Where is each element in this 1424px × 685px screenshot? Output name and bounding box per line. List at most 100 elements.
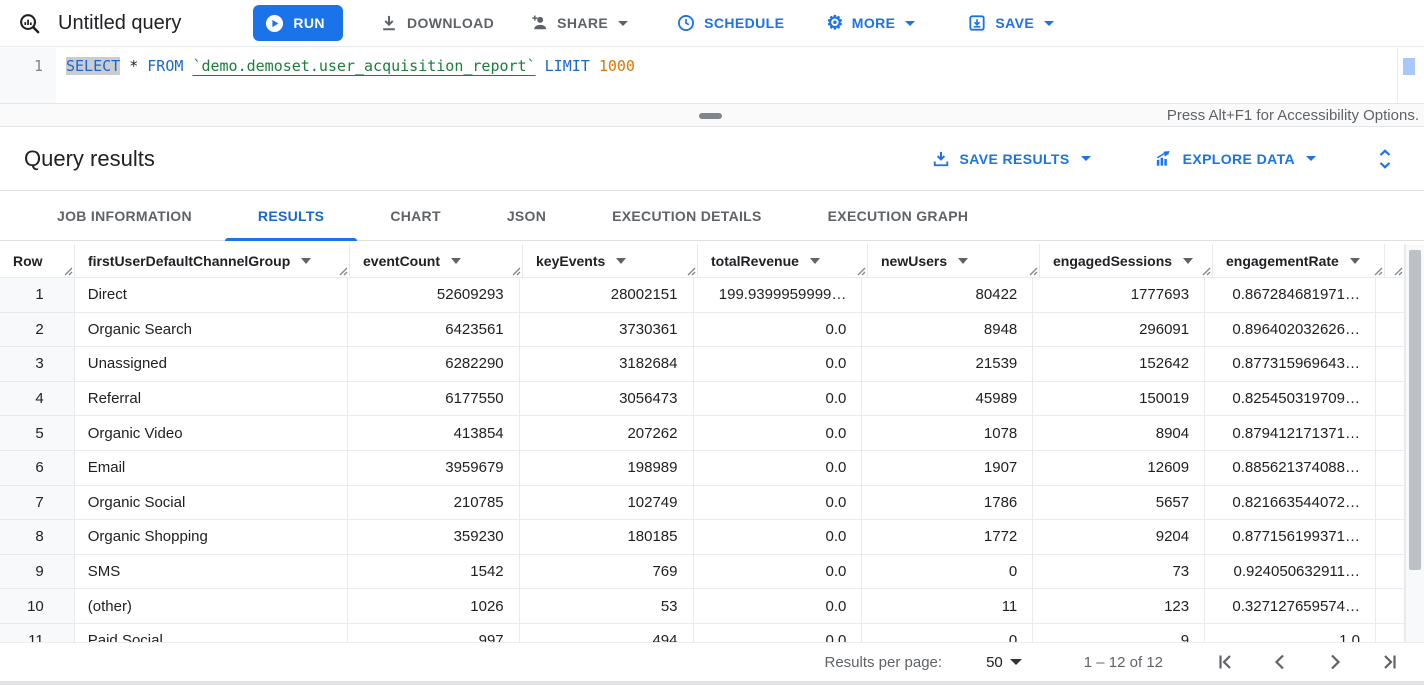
download-button[interactable]: DOWNLOAD: [379, 13, 494, 33]
table-row: 7 Organic Social 210785 102749 0.0 1786 5657 0.…: [0, 485, 1405, 521]
save-button[interactable]: SAVE: [967, 13, 1055, 33]
table-scrollbar[interactable]: [1405, 244, 1424, 642]
cell-firstuserdefaultchannelgroup: Organic Search: [74, 312, 348, 348]
cell-engagementrate: 0.327127659574…: [1205, 589, 1376, 624]
table-row: 9 SMS 1542 769 0.0 0 73 0.924050632911…: [0, 554, 1405, 590]
tab-job-information[interactable]: JOB INFORMATION: [57, 207, 192, 224]
cell-eventcount: 6423561: [347, 312, 520, 348]
column-label: engagementRate: [1226, 252, 1339, 269]
explore-data-button[interactable]: EXPLORE DATA: [1153, 149, 1316, 169]
save-results-download-icon: [931, 149, 951, 169]
tab-json[interactable]: JSON: [506, 207, 547, 224]
panel-resize-handle[interactable]: [699, 113, 722, 119]
cell-eventcount: 6282290: [347, 347, 520, 382]
column-resize-grip[interactable]: [1029, 267, 1038, 276]
cell-engagedsessions: 150019: [1033, 381, 1206, 417]
column-menu-caret-icon[interactable]: [958, 257, 969, 264]
last-page-button[interactable]: [1378, 650, 1402, 674]
cell-engagementrate: 0.879412171371…: [1205, 416, 1376, 451]
column-menu-caret-icon[interactable]: [451, 257, 461, 264]
sql-code-line[interactable]: SELECT * FROM `demo.demoset.user_acquisi…: [66, 57, 635, 75]
previous-page-button[interactable]: [1268, 650, 1292, 674]
cell-firstuserdefaultchannelgroup: Direct: [74, 278, 348, 313]
schedule-button[interactable]: SCHEDULE: [676, 13, 784, 33]
cell-eventcount: 3959679: [347, 450, 520, 486]
table-row: 6 Email 3959679 198989 0.0 1907 12609 0.8856213…: [0, 450, 1405, 486]
pagination-bar: Results per page: 50 1 – 12 of 12: [0, 642, 1424, 681]
run-button[interactable]: RUN: [253, 5, 343, 41]
column-resize-grip[interactable]: [857, 267, 866, 276]
sql-token-ref: `demo.demoset.user_acquisition_report`: [192, 57, 536, 75]
column-menu-caret-icon[interactable]: [1183, 257, 1194, 264]
tab-results[interactable]: RESULTS: [224, 191, 358, 241]
cell-eventcount: 210785: [347, 485, 520, 521]
cell-totalrevenue: 0.0: [693, 450, 863, 486]
more-button[interactable]: ⚙ MORE: [826, 14, 916, 33]
save-results-button[interactable]: SAVE RESULTS: [931, 149, 1091, 169]
column-menu-caret-icon[interactable]: [616, 257, 627, 264]
column-resize-grip[interactable]: [512, 267, 521, 276]
column-label: firstUserDefaultChannelGroup: [88, 252, 291, 269]
column-resize-grip[interactable]: [1394, 267, 1403, 276]
first-page-button[interactable]: [1213, 650, 1237, 674]
cell-row: 4: [0, 381, 75, 417]
next-page-button[interactable]: [1323, 650, 1347, 674]
tab-chart[interactable]: CHART: [390, 207, 441, 224]
column-menu-caret-icon[interactable]: [301, 257, 312, 264]
results-table-body: 1 Direct 52609293 28002151 199.9399959999… 80…: [0, 278, 1405, 642]
cell-totalrevenue: 0.0: [693, 347, 863, 382]
column-menu-caret-icon[interactable]: [809, 257, 820, 264]
column-resize-grip[interactable]: [1374, 267, 1383, 276]
cell-eventcount: 1026: [347, 589, 520, 624]
column-header-firstuserdefaultchannelgroup[interactable]: firstUserDefaultChannelGroup: [75, 244, 350, 278]
cell-engagedsessions: 5657: [1033, 485, 1206, 521]
sql-editor[interactable]: 1 SELECT * FROM `demo.demoset.user_acqui…: [0, 48, 1424, 103]
column-header-engagedsessions[interactable]: engagedSessions: [1040, 244, 1213, 278]
column-header-keyevents[interactable]: keyEvents: [523, 244, 698, 278]
column-resize-grip[interactable]: [64, 267, 73, 276]
cell-keyevents: 198989: [519, 450, 694, 486]
results-table-header: Row firstUserDefaultChannelGroup eventCoun…: [0, 244, 1405, 278]
column-resize-grip[interactable]: [687, 267, 696, 276]
cell-engagementrate: 0.821663544072…: [1205, 485, 1376, 521]
cell-newusers: 21539: [862, 347, 1034, 382]
cell-firstuserdefaultchannelgroup: (other): [74, 589, 348, 624]
column-label: Row: [13, 252, 43, 269]
cell-keyevents: 180185: [519, 520, 694, 555]
horizontal-scrollbar-track[interactable]: [0, 681, 1424, 685]
editor-scrollbar-thumb[interactable]: [1403, 58, 1415, 75]
cell-clipped: [1376, 589, 1405, 624]
editor-scrollbar[interactable]: [1397, 48, 1424, 103]
cell-firstuserdefaultchannelgroup: SMS: [74, 554, 348, 590]
cell-engagementrate: 0.896402032626…: [1205, 312, 1376, 348]
cell-eventcount: 6177550: [347, 381, 520, 417]
cell-keyevents: 3182684: [519, 347, 694, 382]
column-header-totalrevenue[interactable]: totalRevenue: [698, 244, 868, 278]
column-resize-grip[interactable]: [339, 267, 348, 276]
results-table: Row firstUserDefaultChannelGroup eventCoun…: [0, 244, 1405, 642]
page-size-select[interactable]: 50: [986, 654, 1022, 671]
column-header-row[interactable]: Row: [0, 244, 75, 278]
cell-firstuserdefaultchannelgroup: Email: [74, 450, 348, 486]
expand-panel-icon[interactable]: [1376, 148, 1394, 170]
tab-execution-graph[interactable]: EXECUTION GRAPH: [827, 207, 969, 224]
cell-newusers: 45989: [862, 381, 1034, 417]
column-header-eventcount[interactable]: eventCount: [350, 244, 523, 278]
cell-engagedsessions: 73: [1033, 554, 1206, 590]
column-header-newusers[interactable]: newUsers: [868, 244, 1040, 278]
table-row: 2 Organic Search 6423561 3730361 0.0 8948 2960…: [0, 312, 1405, 348]
cell-eventcount: 359230: [347, 520, 520, 555]
tab-execution-details[interactable]: EXECUTION DETAILS: [612, 207, 762, 224]
cell-newusers: 0: [862, 623, 1034, 642]
cell-engagedsessions: 9: [1033, 623, 1206, 642]
cell-newusers: 1907: [862, 450, 1034, 486]
column-resize-grip[interactable]: [1202, 267, 1211, 276]
table-scrollbar-thumb[interactable]: [1409, 250, 1421, 570]
column-header-engagementrate[interactable]: engagementRate: [1213, 244, 1385, 278]
column-label: eventCount: [363, 252, 440, 269]
column-label: keyEvents: [536, 252, 606, 269]
share-button[interactable]: SHARE: [528, 13, 629, 33]
column-menu-caret-icon[interactable]: [1349, 257, 1360, 264]
sql-token-plain: *: [129, 57, 139, 75]
cell-clipped: [1376, 347, 1405, 382]
